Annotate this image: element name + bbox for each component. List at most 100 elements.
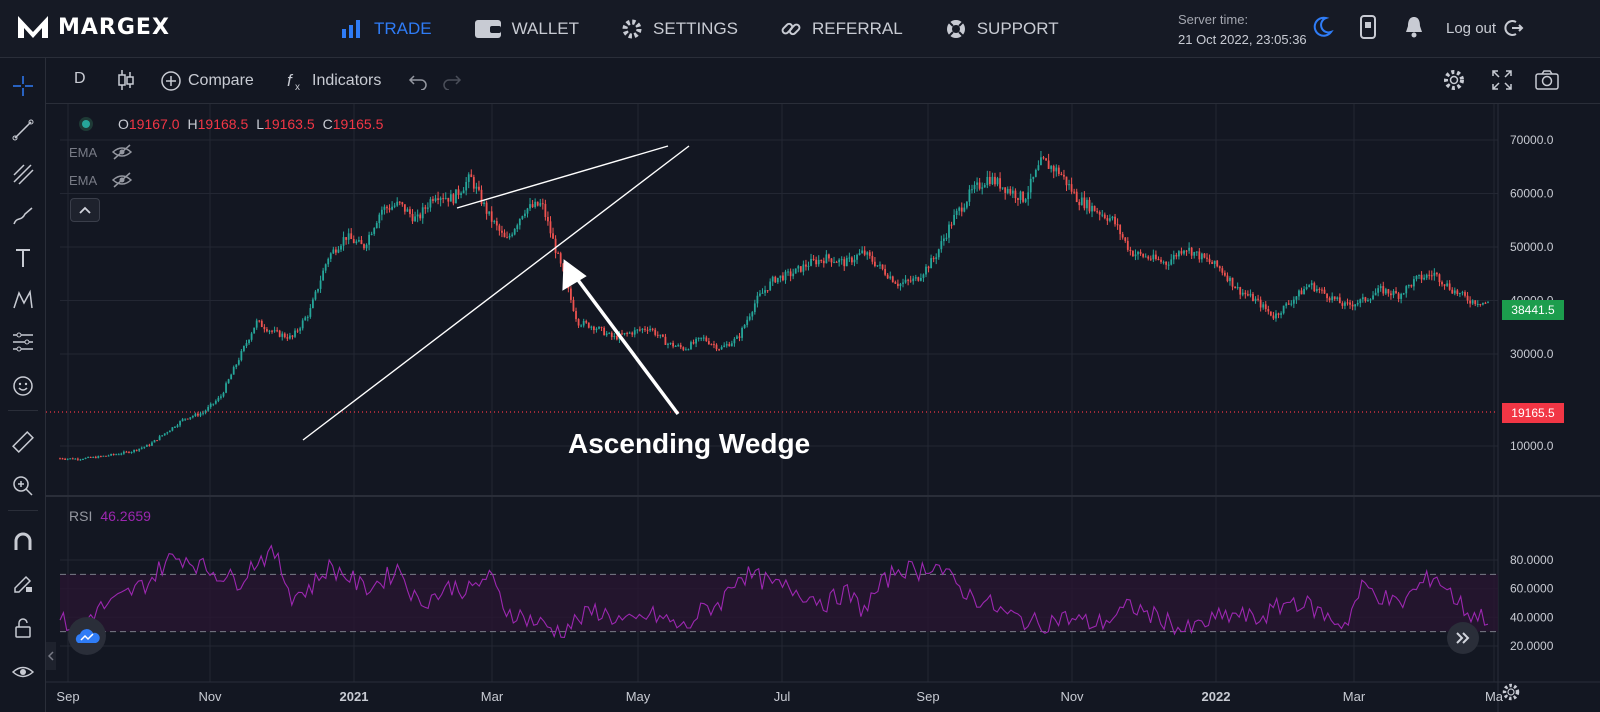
candle-body (1303, 289, 1305, 295)
candle-body (782, 275, 784, 281)
candle-body (751, 312, 754, 317)
server-time: Server time: 21 Oct 2022, 23:05:36 (1178, 10, 1307, 50)
rsi-tick-label: 60.0000 (1510, 582, 1554, 596)
lock-drawing-tool[interactable] (7, 568, 39, 600)
axis-settings-button[interactable] (1501, 682, 1521, 707)
fullscreen-icon (1492, 70, 1512, 90)
ema-indicator-2[interactable]: EMA (69, 171, 133, 189)
margex-logo-icon (18, 16, 48, 38)
fib-tool[interactable] (7, 158, 39, 190)
candle-body (608, 332, 611, 334)
candle-body (145, 444, 148, 447)
candle-body (1231, 277, 1234, 287)
candle-body (1022, 191, 1024, 202)
zoom-tool[interactable] (7, 470, 39, 502)
candle-body (861, 250, 864, 254)
rsi-series-line (59, 544, 1489, 639)
magnet-tool[interactable] (7, 526, 39, 558)
nav-settings[interactable]: SETTINGS (621, 18, 738, 40)
pattern-tool[interactable] (7, 284, 39, 316)
low-value: 19163.5 (264, 116, 315, 132)
candle-body (470, 174, 473, 178)
candle-body (1349, 302, 1351, 305)
crosshair-tool[interactable] (7, 70, 39, 102)
candle-body (393, 205, 396, 207)
candle-body (79, 459, 82, 461)
lock-tool[interactable] (7, 612, 39, 644)
ema-indicator-1[interactable]: EMA (69, 143, 133, 161)
trend-line-tool[interactable] (7, 114, 39, 146)
candle-body (1259, 299, 1262, 308)
ruler-tool[interactable] (7, 426, 39, 458)
candle-body (416, 214, 419, 217)
chart-settings-button[interactable] (1442, 68, 1466, 92)
candle-body (220, 396, 222, 398)
candle-body (692, 342, 695, 344)
nav-referral[interactable]: REFERRAL (780, 18, 903, 40)
series-dot-icon[interactable] (78, 116, 94, 132)
candle-body (240, 351, 243, 361)
logout-button[interactable]: Log out (1446, 18, 1524, 38)
candle-body (386, 206, 388, 209)
logo[interactable]: MARGEX (16, 12, 170, 42)
candle-body (120, 453, 123, 455)
text-tool[interactable] (7, 242, 39, 274)
brush-tool[interactable] (7, 200, 39, 232)
candle-body (1001, 187, 1004, 189)
redo-button[interactable] (442, 70, 462, 90)
candle-body (1323, 289, 1326, 294)
undo-button[interactable] (408, 70, 428, 90)
redo-icon (443, 75, 462, 90)
candle-body (1252, 293, 1254, 302)
candle-body (1045, 158, 1047, 161)
nav-wallet[interactable]: WALLET (474, 18, 579, 40)
compare-button[interactable]: Compare (160, 70, 254, 92)
emoji-tool[interactable] (7, 370, 39, 402)
hidden-eye-icon[interactable] (111, 143, 133, 161)
candle-body (1234, 286, 1236, 289)
price-chart[interactable]: 70000.060000.050000.040000.030000.010000… (46, 104, 1600, 712)
nav-trade[interactable]: TRADE (340, 19, 432, 39)
price-tick-label: 10000.0 (1510, 439, 1554, 453)
candle-body (1088, 199, 1091, 212)
candle-body (718, 349, 720, 351)
candle-body (659, 334, 662, 336)
toolbar-toggle[interactable] (46, 642, 56, 670)
time-tick-label: 2021 (340, 689, 369, 704)
candle-body (460, 193, 462, 195)
collapse-legend-button[interactable] (70, 198, 100, 222)
server-time-value: 21 Oct 2022, 23:05:36 (1178, 32, 1307, 47)
candle-body (1484, 302, 1487, 304)
candle-body (871, 255, 874, 262)
candle-body (1341, 303, 1344, 306)
hidden-eye-icon[interactable] (111, 171, 133, 189)
interval-button[interactable]: D (74, 70, 86, 88)
visibility-tool[interactable] (7, 656, 39, 688)
scroll-to-realtime-button[interactable] (1447, 622, 1479, 654)
prediction-tool[interactable] (7, 326, 39, 358)
mobile-app-icon[interactable] (1356, 14, 1380, 40)
bell-icon[interactable] (1402, 14, 1426, 40)
high-value: 19168.5 (197, 116, 249, 132)
tradingview-logo[interactable] (68, 617, 106, 655)
chart-type-button[interactable] (116, 68, 136, 92)
candle-body (764, 290, 766, 293)
candle-body (263, 327, 266, 330)
candle-body (534, 201, 537, 207)
candle-body (107, 455, 110, 457)
screenshot-button[interactable] (1534, 68, 1560, 92)
ema-label: EMA (69, 172, 98, 188)
fullscreen-button[interactable] (1490, 68, 1514, 92)
candle-body (621, 333, 623, 335)
candle-body (531, 204, 534, 207)
candle-body (329, 253, 332, 259)
candle-body (245, 343, 248, 347)
overlays (46, 145, 1498, 441)
candle-body (168, 430, 171, 433)
candle-body (424, 207, 427, 209)
candle-body (557, 252, 560, 254)
candle-body (1055, 167, 1058, 172)
moon-icon[interactable] (1310, 15, 1334, 39)
nav-support[interactable]: SUPPORT (945, 18, 1059, 40)
